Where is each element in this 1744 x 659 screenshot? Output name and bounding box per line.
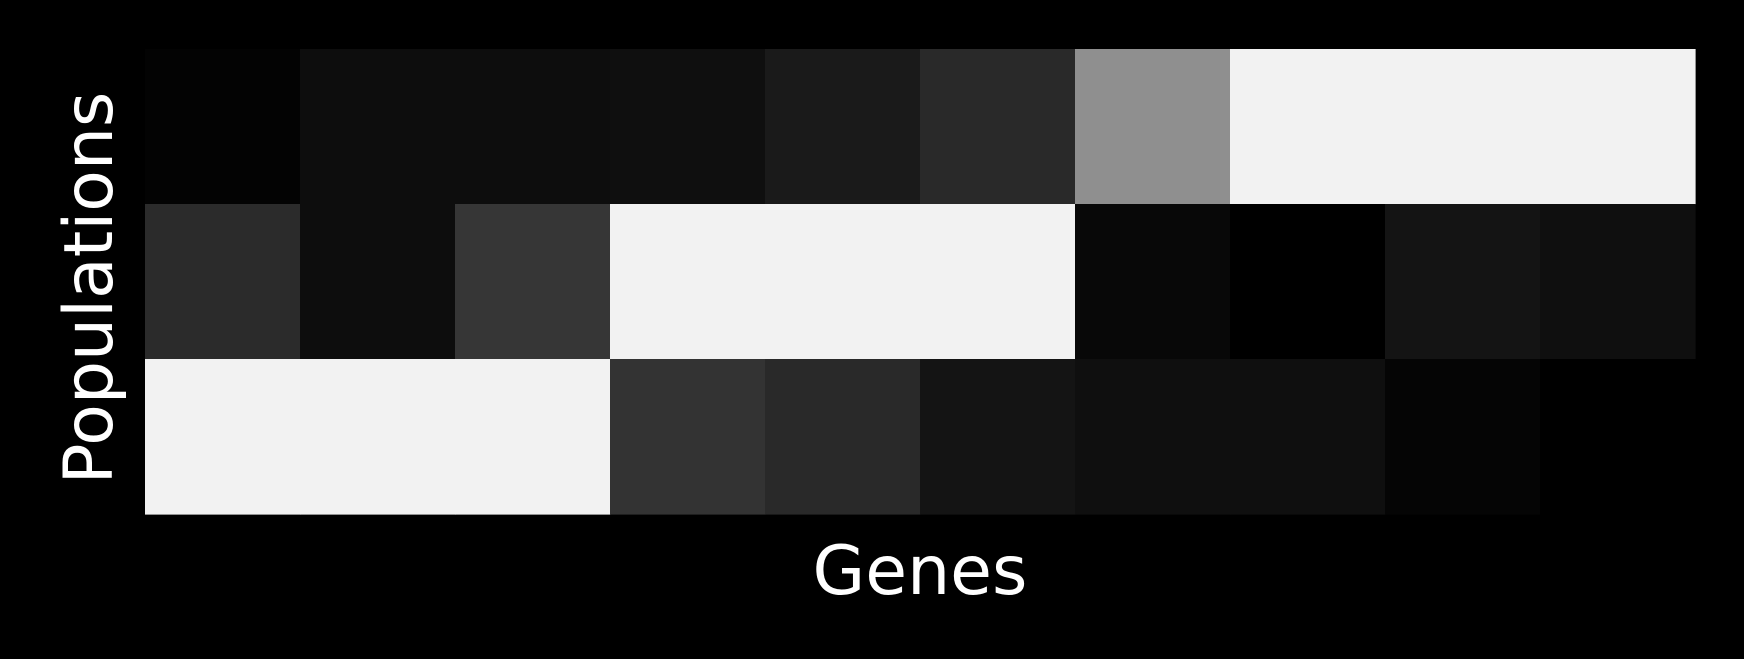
x-axis-label: Genes <box>813 532 1028 611</box>
heatmap-cell-r0-c4 <box>765 49 921 205</box>
heatmap-cell-r2-c5 <box>920 359 1076 515</box>
y-axis-label: Populations <box>50 92 129 485</box>
heatmap-cell-r2-c3 <box>610 359 766 515</box>
heatmap-cell-r1-c4 <box>765 204 921 360</box>
heatmap-cell-r2-c6 <box>1075 359 1231 515</box>
heatmap-cell-r1-c8 <box>1385 204 1541 360</box>
heatmap-cell-r0-c6 <box>1075 49 1231 205</box>
heatmap-cell-r1-c7 <box>1230 204 1386 360</box>
heatmap-cell-r0-c9 <box>1540 49 1696 205</box>
heatmap-cell-r0-c7 <box>1230 49 1386 205</box>
heatmap-cell-r1-c1 <box>300 204 456 360</box>
heatmap-cell-r2-c7 <box>1230 359 1386 515</box>
heatmap-cell-r2-c8 <box>1385 359 1541 515</box>
heatmap-cell-r2-c9 <box>1540 359 1696 515</box>
heatmap-cell-r1-c9 <box>1540 204 1696 360</box>
heatmap-cell-r0-c2 <box>455 49 611 205</box>
heatmap-cell-r2-c1 <box>300 359 456 515</box>
heatmap-cell-r1-c6 <box>1075 204 1231 360</box>
heatmap-cells <box>145 49 1696 515</box>
heatmap-cell-r0-c8 <box>1385 49 1541 205</box>
heatmap-cell-r2-c2 <box>455 359 611 515</box>
heatmap-cell-r0-c0 <box>145 49 301 205</box>
heatmap-cell-r1-c0 <box>145 204 301 360</box>
heatmap-cell-r0-c1 <box>300 49 456 205</box>
heatmap-cell-r0-c3 <box>610 49 766 205</box>
heatmap-cell-r1-c5 <box>920 204 1076 360</box>
heatmap-cell-r0-c5 <box>920 49 1076 205</box>
heatmap-cell-r1-c3 <box>610 204 766 360</box>
heatmap-cell-r2-c4 <box>765 359 921 515</box>
heatmap-cell-r1-c2 <box>455 204 611 360</box>
heatmap-cell-r2-c0 <box>145 359 301 515</box>
